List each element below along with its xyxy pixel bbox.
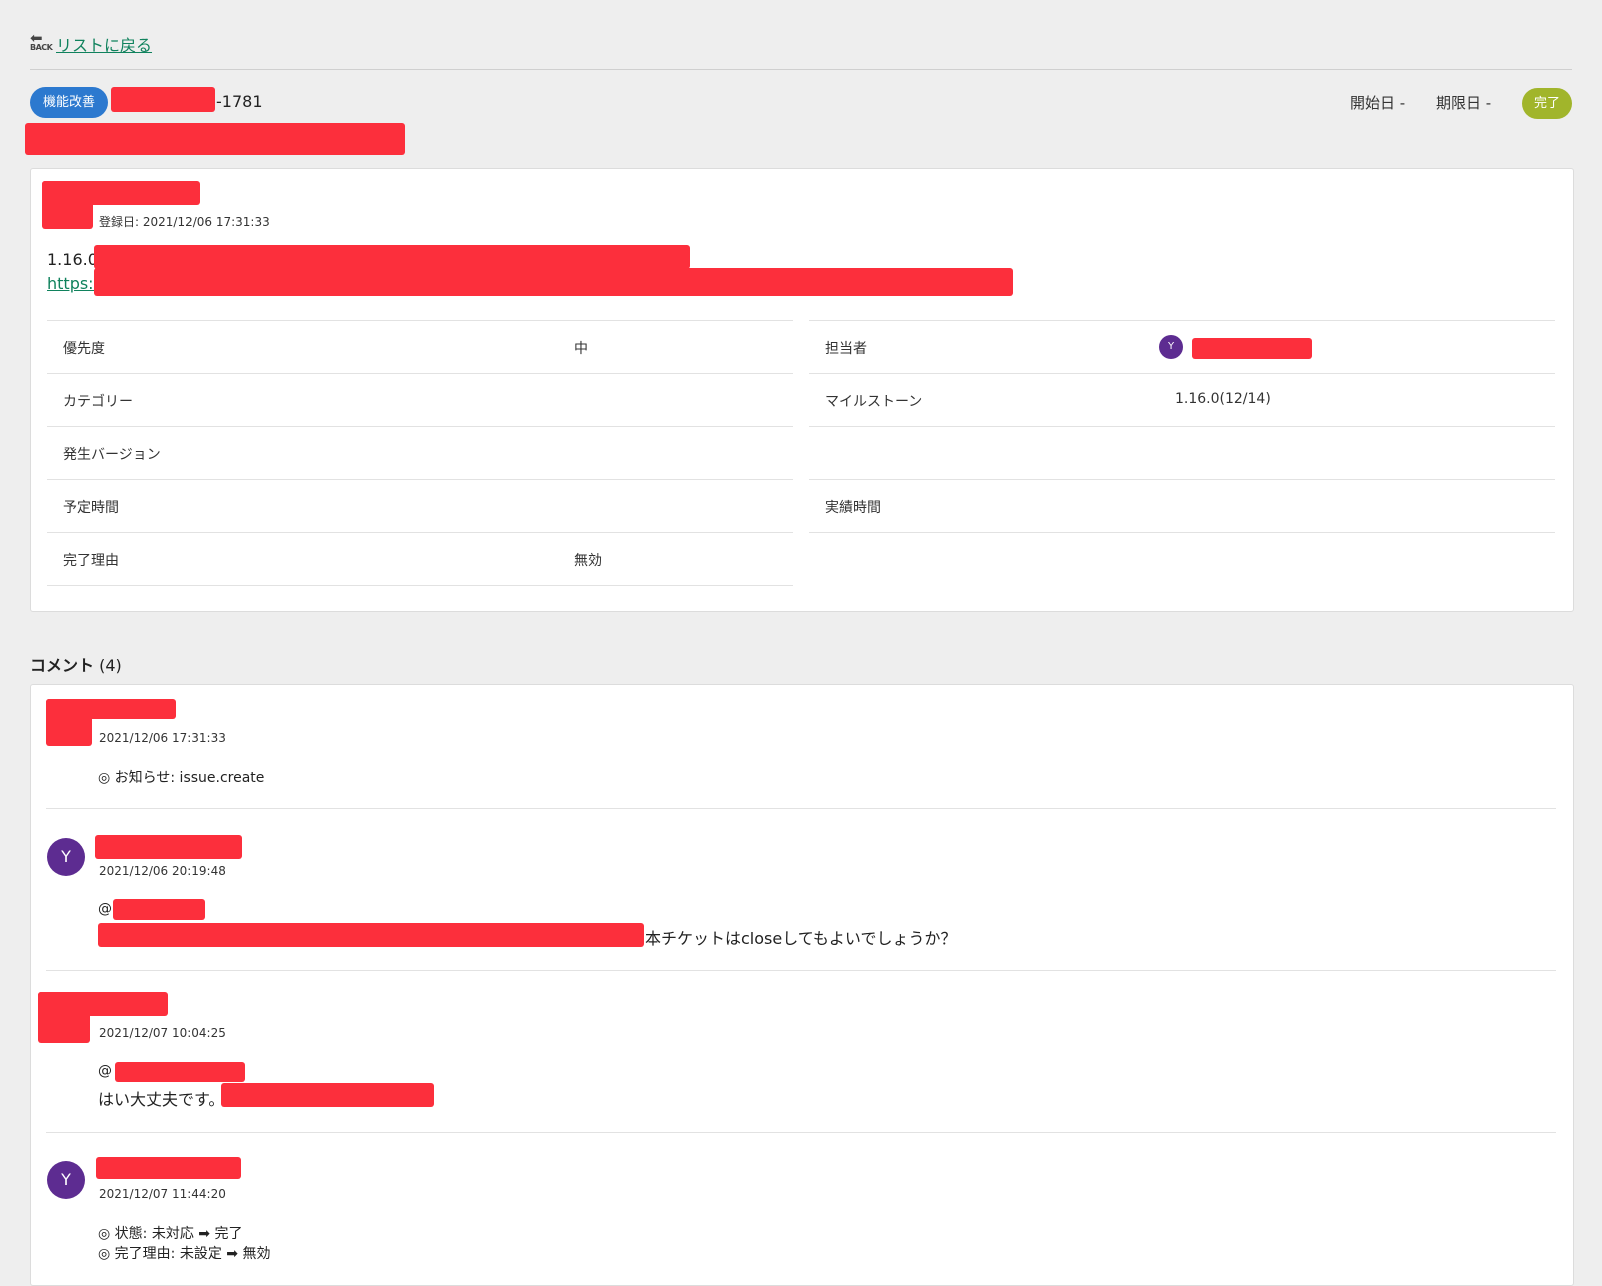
- property-label: 発生バージョン: [63, 447, 161, 463]
- property-label: 完了理由: [63, 553, 119, 569]
- comments-heading: コメント (4): [30, 652, 122, 676]
- redacted-comment-avatar: [46, 699, 92, 746]
- due-date: 期限日 -: [1436, 94, 1492, 112]
- property-divider: [47, 585, 793, 586]
- property-label: 予定時間: [63, 500, 119, 516]
- comment-body: はい大丈夫です。: [98, 1090, 225, 1109]
- description-link[interactable]: https://: [47, 274, 105, 293]
- redacted-issue-title: [25, 123, 405, 155]
- issue-type-badge: 機能改善: [30, 87, 109, 118]
- back-link[interactable]: ⬅ BACK リストに戻る: [30, 30, 152, 56]
- start-date: 開始日 -: [1350, 94, 1406, 112]
- redacted-comment-text: [221, 1083, 434, 1107]
- property-row-estimated-hours: 予定時間: [47, 479, 793, 532]
- redacted-description: [94, 245, 690, 269]
- property-row-category: カテゴリー: [47, 373, 793, 426]
- header-divider: [30, 69, 1572, 70]
- comment-timestamp: 2021/12/06 20:19:48: [99, 864, 226, 878]
- property-value: 1.16.0(12/14): [1175, 391, 1271, 407]
- property-value: 中: [574, 341, 588, 357]
- redacted-mention-name: [115, 1062, 245, 1082]
- assignee-avatar: Y: [1159, 335, 1183, 359]
- property-row-milestone: マイルストーン 1.16.0(12/14): [809, 373, 1555, 426]
- comment-mention: @: [98, 1063, 112, 1079]
- issue-key: -1781: [216, 92, 263, 111]
- comments-card: [30, 684, 1574, 1286]
- comments-count: (4): [99, 656, 122, 675]
- comment-mention: @: [98, 901, 112, 917]
- comment-timestamp: 2021/12/07 10:04:25: [99, 1026, 226, 1040]
- redacted-comment-author: [95, 835, 242, 859]
- property-row-resolution: 完了理由 無効: [47, 532, 793, 585]
- redacted-project-key: [111, 87, 215, 112]
- registered-date: 登録日: 2021/12/06 17:31:33: [99, 215, 270, 229]
- comment-avatar: Y: [47, 838, 85, 876]
- comment-body: ◎ 完了理由: 未設定 ➡ 無効: [98, 1246, 271, 1262]
- redacted-mention-name: [113, 899, 205, 920]
- property-row-actual-hours: 実績時間: [809, 479, 1555, 532]
- property-label: 実績時間: [825, 500, 881, 516]
- redacted-comment-author: [96, 1157, 241, 1179]
- back-arrow-icon[interactable]: ⬅ BACK: [30, 29, 53, 53]
- comment-body: ◎ お知らせ: issue.create: [98, 770, 265, 786]
- comment-divider: [46, 970, 1556, 971]
- redacted-assignee-name: [1192, 338, 1312, 359]
- back-link-label[interactable]: リストに戻る: [56, 36, 153, 55]
- property-row-assignee: 担当者 Y: [809, 320, 1555, 373]
- status-badge: 完了: [1522, 88, 1572, 119]
- property-label: 優先度: [63, 341, 105, 357]
- redacted-comment-avatar: [38, 992, 90, 1043]
- property-row-empty: [809, 426, 1555, 479]
- property-row-version: 発生バージョン: [47, 426, 793, 479]
- property-label: 担当者: [825, 341, 867, 357]
- comment-timestamp: 2021/12/06 17:31:33: [99, 731, 226, 745]
- property-label: カテゴリー: [63, 394, 133, 410]
- property-divider: [809, 532, 1555, 533]
- property-row-priority: 優先度 中: [47, 320, 793, 373]
- property-value: 無効: [574, 553, 602, 569]
- issue-details-card: [30, 168, 1574, 612]
- property-label: マイルストーン: [825, 394, 923, 410]
- comment-body: 本チケットはcloseしてもよいでしょうか？: [645, 929, 957, 948]
- redacted-author-avatar: [42, 181, 93, 229]
- redacted-description-link: [94, 268, 1013, 296]
- comment-avatar: Y: [47, 1161, 85, 1199]
- comment-body: ◎ 状態: 未対応 ➡ 完了: [98, 1226, 243, 1242]
- comments-title: コメント: [30, 656, 95, 675]
- comment-divider: [46, 1132, 1556, 1133]
- comment-timestamp: 2021/12/07 11:44:20: [99, 1187, 226, 1201]
- redacted-comment-text: [98, 923, 644, 947]
- description-line: 1.16.0: [47, 250, 98, 269]
- comment-divider: [46, 808, 1556, 809]
